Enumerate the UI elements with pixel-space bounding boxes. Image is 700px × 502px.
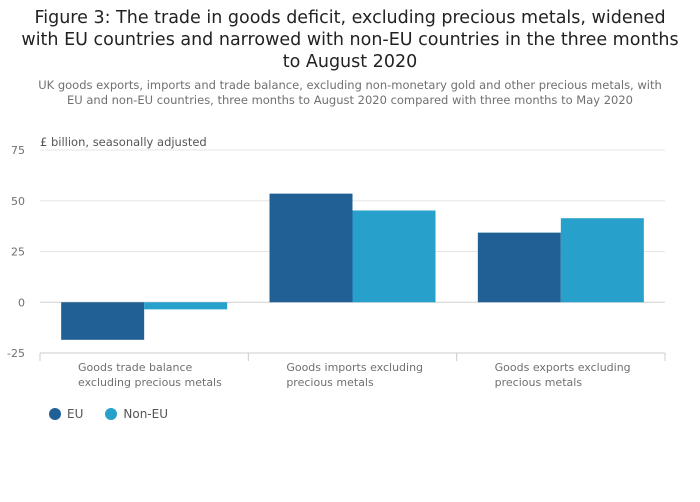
legend-swatch-eu	[49, 408, 61, 420]
legend: EU Non-EU	[49, 407, 168, 421]
legend-label-non-eu: Non-EU	[123, 407, 168, 421]
bar-eu-2	[269, 193, 353, 303]
y-tick-75: 75	[11, 144, 25, 157]
x-tick-label-2: Goods imports excluding	[286, 361, 423, 374]
bar-non-eu-3	[560, 218, 644, 303]
y-tick-0: 0	[18, 296, 25, 309]
y-tick-25: 25	[11, 246, 25, 259]
legend-item-non-eu[interactable]: Non-EU	[105, 407, 168, 421]
legend-label-eu: EU	[67, 407, 84, 421]
bar-eu-1	[61, 302, 145, 340]
x-tick-label-3: Goods exports excluding	[495, 361, 631, 374]
legend-item-eu[interactable]: EU	[49, 407, 83, 421]
chart-subtitle: UK goods exports, imports and trade bala…	[38, 78, 662, 107]
legend-swatch-non-eu	[105, 408, 118, 420]
bar-non-eu-1	[144, 302, 228, 310]
x-tick-label-3: precious metals	[495, 376, 583, 389]
x-tick-label-1: Goods trade balance	[78, 361, 193, 374]
bar-non-eu-2	[352, 210, 436, 303]
x-tick-label-2: precious metals	[286, 376, 374, 389]
y-tick-minus25: -25	[7, 347, 25, 360]
x-tick-label-1: excluding precious metals	[78, 376, 222, 389]
y-axis-label: £ billion, seasonally adjusted	[40, 135, 207, 149]
bar-eu-3	[477, 232, 561, 303]
chart-title: Figure 3: The trade in goods deficit, ex…	[21, 8, 679, 72]
y-tick-50: 50	[11, 195, 25, 208]
